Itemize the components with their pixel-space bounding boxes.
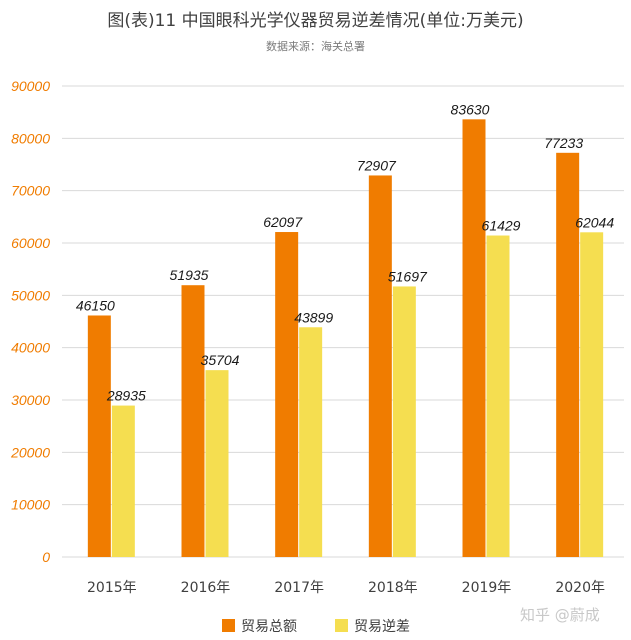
legend-swatch-total [222,619,235,632]
data-label: 62044 [575,214,614,230]
bar-deficit [299,327,323,557]
bar-total [275,232,299,557]
x-tick-label: 2020年 [555,580,605,596]
legend-label: 贸易总额 [241,619,297,635]
bar-total [368,175,392,557]
data-label: 61429 [482,218,521,234]
data-label: 46150 [76,297,115,313]
bar-deficit [205,370,229,557]
y-tick-label: 10000 [11,497,50,513]
y-tick-label: 90000 [11,78,50,94]
data-label: 72907 [357,157,397,173]
watermark: 知乎 @蔚成 [520,606,600,624]
legend-swatch-deficit [335,619,348,632]
data-label: 35704 [201,352,240,368]
data-label: 62097 [263,214,303,230]
x-tick-label: 2018年 [368,580,418,596]
y-tick-label: 60000 [11,235,50,251]
y-tick-label: 70000 [11,183,50,199]
bar-deficit [392,286,416,557]
y-tick-label: 0 [42,549,50,565]
bar-total [556,152,580,557]
data-label: 51935 [170,267,209,283]
bar-deficit [111,405,135,557]
y-tick-label: 50000 [11,287,50,303]
bar-total [462,119,486,557]
data-label: 83630 [451,101,490,117]
data-label: 51697 [388,268,428,284]
bar-total [181,285,205,557]
y-tick-label: 20000 [10,444,50,460]
chart-subtitle: 数据来源：海关总署 [266,40,365,53]
data-label: 28935 [106,388,146,404]
y-tick-label: 80000 [11,130,50,146]
data-label: 77233 [544,135,583,151]
chart-title: 图(表)11 中国眼科光学仪器贸易逆差情况(单位:万美元) [107,11,524,31]
x-tick-label: 2016年 [181,580,231,596]
x-tick-label: 2019年 [462,580,512,596]
x-tick-label: 2015年 [87,580,137,596]
bar-deficit [486,235,510,558]
legend-label: 贸易逆差 [354,619,410,635]
y-tick-label: 40000 [11,340,50,356]
y-tick-label: 30000 [11,392,50,408]
bar-deficit [580,232,604,557]
data-label: 43899 [294,309,333,325]
bar-total [87,315,111,557]
x-tick-label: 2017年 [274,580,324,596]
